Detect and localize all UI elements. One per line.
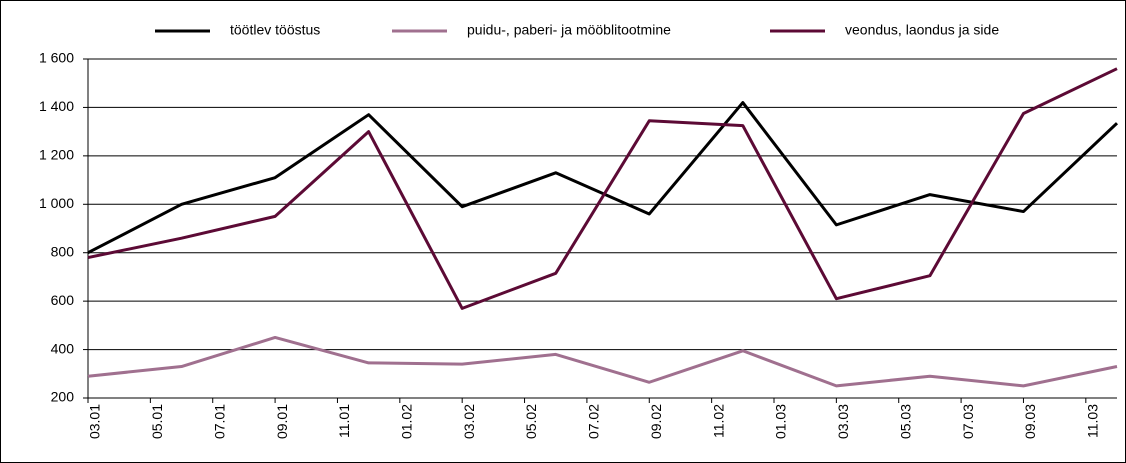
x-tick-label: 03.02 <box>461 404 477 439</box>
legend-label: puidu-, paberi- ja mööblitootmine <box>467 22 671 38</box>
y-tick-label: 800 <box>51 243 75 259</box>
x-tick-label: 09.01 <box>274 404 290 439</box>
x-tick-label: 09.03 <box>1022 404 1038 439</box>
x-tick-label: 01.02 <box>399 404 415 439</box>
y-tick-label: 600 <box>51 292 75 308</box>
y-tick-label: 1 600 <box>39 50 74 66</box>
x-tick-label: 09.02 <box>648 404 664 439</box>
x-tick-label: 03.01 <box>87 404 103 439</box>
x-tick-label: 05.02 <box>523 404 539 439</box>
legend-label: töötlev tööstus <box>230 22 320 38</box>
y-tick-label: 1 200 <box>39 147 74 163</box>
line <box>87 67 1118 310</box>
x-tick-label: 01.03 <box>773 404 789 439</box>
x-tick-label: 07.01 <box>211 404 227 439</box>
x-tick-label: 11.02 <box>710 404 726 438</box>
x-tick-label: 11.01 <box>336 404 352 438</box>
x-tick-label: 05.01 <box>149 404 165 439</box>
x-tick-label: 07.03 <box>960 404 976 439</box>
x-tick-label: 07.02 <box>586 404 602 439</box>
x-tick-label: 11.03 <box>1085 404 1101 438</box>
legend-label: veondus, laondus ja side <box>845 22 999 38</box>
y-tick-label: 200 <box>51 389 75 405</box>
y-tick-label: 1 000 <box>39 195 74 211</box>
y-tick-label: 1 400 <box>39 98 74 114</box>
line <box>87 101 1119 255</box>
line <box>87 335 1118 388</box>
x-tick-label: 05.03 <box>897 404 913 439</box>
y-tick-label: 400 <box>51 340 75 356</box>
x-tick-label: 03.03 <box>835 404 851 439</box>
